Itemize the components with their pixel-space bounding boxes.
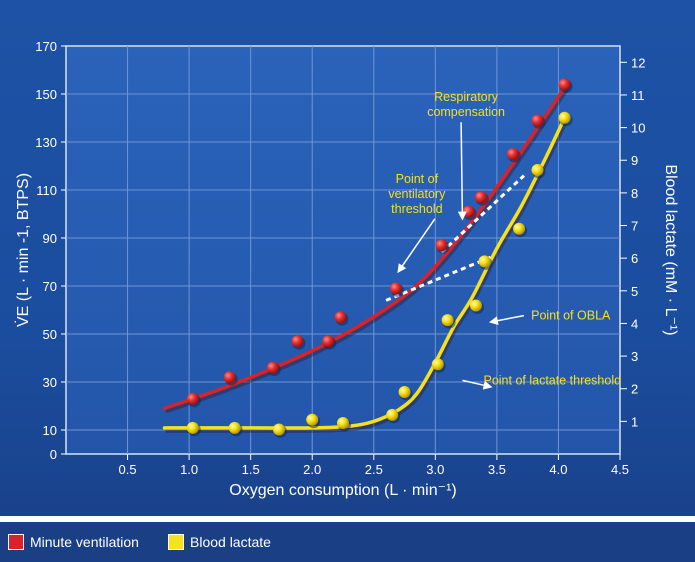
x-tick-label: 1.0 — [180, 462, 198, 477]
y2-tick-label: 7 — [631, 219, 638, 234]
legend-swatch-red — [8, 534, 24, 550]
y-tick-label: 50 — [43, 327, 57, 342]
legend-bar — [0, 524, 695, 562]
point-blood-lactate — [431, 358, 444, 371]
extrapolation-lines — [385, 174, 525, 302]
point-blood-lactate — [531, 164, 544, 177]
y2-tick-label: 3 — [631, 349, 638, 364]
x-axis-label: Oxygen consumption (L · min⁻¹) — [229, 482, 456, 499]
point-blood-lactate — [228, 421, 241, 434]
annotation-label: Point of ventilatory threshold — [388, 172, 446, 216]
y2-tick-label: 12 — [631, 55, 645, 70]
fit-shadow — [164, 82, 572, 414]
annotation-arrow — [457, 122, 467, 221]
y2-tick-label: 4 — [631, 316, 638, 331]
point-minute-ventilation — [223, 371, 236, 384]
point-blood-lactate — [478, 255, 491, 268]
x-tick-label: 2.0 — [303, 462, 321, 477]
point-minute-ventilation — [506, 148, 519, 160]
legend-label: Minute ventilation — [30, 534, 139, 550]
annotation-arrow — [488, 314, 524, 326]
point-minute-ventilation — [266, 361, 279, 374]
annotation-line: compensation — [427, 105, 505, 119]
point-blood-lactate — [337, 416, 349, 429]
point-minute-ventilation — [389, 282, 402, 295]
legend-label: Blood lactate — [190, 534, 271, 550]
annotation-arrow — [397, 218, 436, 274]
point-minute-ventilation — [558, 78, 571, 91]
y-tick-label: 70 — [43, 279, 57, 294]
point-blood-lactate — [441, 314, 454, 327]
y-tick-label: 90 — [43, 231, 57, 246]
x-axis: 0.5 1.0 1.5 2.0 2.5 3.0 3.5 4.0 4.5 — [119, 454, 629, 477]
annotation-label: Respiratory compensation — [427, 90, 505, 119]
fit-line-minute-ventilation — [162, 80, 571, 411]
y2-tick-label: 11 — [631, 88, 645, 103]
point-blood-lactate — [272, 423, 285, 436]
x-tick-label: 2.5 — [365, 462, 383, 477]
point-minute-ventilation — [186, 392, 199, 405]
y-tick-label: 130 — [35, 135, 57, 150]
y-tick-label: 110 — [36, 183, 57, 198]
y-tick-label: 0 — [50, 447, 57, 462]
y-tick-label: 170 — [35, 39, 57, 54]
annotation-label: Point of OBLA — [531, 309, 611, 323]
annotation-line: threshold — [391, 202, 442, 216]
y2-tick-label: 2 — [631, 382, 638, 397]
point-blood-lactate — [306, 413, 319, 426]
point-blood-lactate — [558, 111, 571, 124]
annotation-label: Point of lactate threshold — [483, 373, 621, 387]
legend-divider — [0, 516, 695, 522]
grid — [66, 46, 620, 454]
x-tick-label: 3.0 — [426, 462, 444, 477]
extrapolation-line — [385, 255, 492, 302]
point-blood-lactate — [469, 299, 482, 312]
point-minute-ventilation — [291, 335, 304, 348]
legend-swatch-yellow — [168, 534, 184, 550]
fit-shadow — [165, 118, 569, 434]
legend-item-minute-ventilation: Minute ventilation — [8, 534, 139, 550]
x-tick-label: 3.5 — [488, 462, 506, 477]
y2-tick-label: 10 — [631, 121, 645, 136]
y2-tick-label: 1 — [631, 414, 638, 429]
y-axis-right-label: Blood lactate (mM · L⁻¹) — [662, 164, 679, 335]
annotation-line: Point of — [396, 172, 439, 186]
point-minute-ventilation — [435, 239, 448, 252]
point-blood-lactate — [513, 222, 526, 235]
annotation-arrow — [462, 379, 493, 390]
data-points — [186, 78, 573, 439]
annotation-line: Point of OBLA — [531, 309, 611, 323]
y-axis-left: 0 10 30 50 70 90 110 130 150 170 — [35, 39, 66, 462]
chart: 0.5 1.0 1.5 2.0 2.5 3.0 3.5 4.0 4.5 0 10 30 50 70 90 1… — [14, 39, 679, 499]
point-minute-ventilation — [531, 114, 544, 127]
y2-tick-label: 5 — [631, 284, 638, 299]
x-tick-label: 0.5 — [119, 462, 137, 477]
legend-item-blood-lactate: Blood lactate — [168, 534, 271, 550]
point-blood-lactate — [186, 421, 199, 434]
x-tick-label: 4.0 — [549, 462, 567, 477]
annotations: Respiratory compensation Point of ventilato… — [388, 90, 621, 390]
point-minute-ventilation — [322, 335, 335, 348]
y2-tick-label: 9 — [631, 153, 638, 168]
annotation-line: Point of lactate threshold — [483, 373, 621, 387]
point-blood-lactate — [398, 385, 411, 398]
x-tick-label: 4.5 — [611, 462, 629, 477]
annotation-line: ventilatory — [388, 187, 446, 201]
x-tick-label: 1.5 — [242, 462, 260, 477]
plot-area — [65, 45, 621, 455]
point-minute-ventilation — [334, 311, 347, 324]
annotation-line: Respiratory — [434, 90, 499, 104]
y2-tick-label: 8 — [631, 186, 638, 201]
y-tick-label: 10 — [43, 423, 57, 438]
y2-tick-label: 6 — [631, 251, 638, 266]
point-blood-lactate — [386, 408, 399, 421]
extrapolation-line — [440, 174, 525, 254]
y-tick-label: 30 — [43, 375, 57, 390]
fit-lines — [162, 80, 572, 434]
y-tick-label: 150 — [35, 87, 57, 102]
point-minute-ventilation — [474, 191, 487, 204]
y-axis-left-label: V̇E (L · min -1, BTPS) — [14, 173, 32, 327]
point-minute-ventilation — [462, 205, 475, 218]
